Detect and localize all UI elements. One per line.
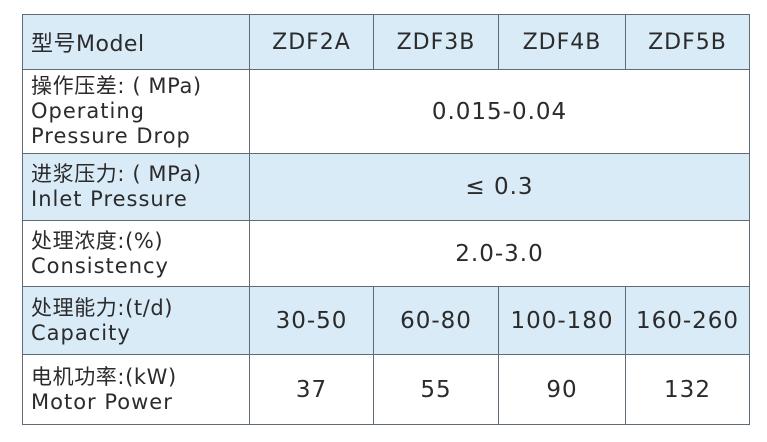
capacity-label: 处理能力:(t/d) Capacity xyxy=(22,286,250,355)
model-zdf2a: ZDF2A xyxy=(249,14,374,70)
header-row: 型号Model ZDF2A ZDF3B ZDF4B ZDF5B xyxy=(22,14,750,70)
inlet-pressure-zh: 进浆压力: ( MPa) xyxy=(31,162,202,186)
inlet-pressure-en: Inlet Pressure xyxy=(31,187,188,211)
capacity-zdf4b: 100-180 xyxy=(498,286,626,355)
operating-pressure-drop-zh: 操作压差: ( MPa) xyxy=(31,74,202,98)
motor-power-zdf4b: 90 xyxy=(498,354,626,425)
capacity-zh: 处理能力:(t/d) xyxy=(31,295,174,320)
consistency-label: 处理浓度:(%) Consistency xyxy=(22,220,250,287)
operating-pressure-drop-label: 操作压差: ( MPa) Operating Pressure Drop xyxy=(22,69,250,154)
motor-power-label: 电机功率:(kW) Motor Power xyxy=(22,354,250,425)
consistency-en: Consistency xyxy=(31,253,169,278)
motor-power-zdf5b: 132 xyxy=(625,354,750,425)
operating-pressure-drop-en2: Pressure Drop xyxy=(31,124,191,148)
motor-power-zh: 电机功率:(kW) xyxy=(31,364,177,389)
motor-power-en: Motor Power xyxy=(31,389,173,414)
row-consistency: 处理浓度:(%) Consistency 2.0-3.0 xyxy=(22,220,750,287)
row-motor-power: 电机功率:(kW) Motor Power 37 55 90 132 xyxy=(22,354,750,425)
inlet-pressure-label: 进浆压力: ( MPa) Inlet Pressure xyxy=(22,153,250,221)
consistency-zh: 处理浓度:(%) xyxy=(31,228,164,253)
capacity-zdf2a: 30-50 xyxy=(249,286,374,355)
inlet-pressure-value: ≤ 0.3 xyxy=(249,153,750,221)
row-inlet-pressure: 进浆压力: ( MPa) Inlet Pressure ≤ 0.3 xyxy=(22,153,750,221)
capacity-zdf5b: 160-260 xyxy=(625,286,750,355)
capacity-en: Capacity xyxy=(31,320,131,345)
motor-power-zdf2a: 37 xyxy=(249,354,374,425)
row-capacity: 处理能力:(t/d) Capacity 30-50 60-80 100-180 … xyxy=(22,286,750,355)
model-header-label: 型号Model xyxy=(22,14,250,70)
capacity-zdf3b: 60-80 xyxy=(373,286,499,355)
motor-power-zdf3b: 55 xyxy=(373,354,499,425)
row-operating-pressure-drop: 操作压差: ( MPa) Operating Pressure Drop 0.0… xyxy=(22,69,750,154)
operating-pressure-drop-en1: Operating xyxy=(31,99,145,123)
model-zdf5b: ZDF5B xyxy=(625,14,750,70)
consistency-value: 2.0-3.0 xyxy=(249,220,750,287)
model-zdf3b: ZDF3B xyxy=(373,14,499,70)
spec-table: 型号Model ZDF2A ZDF3B ZDF4B ZDF5B 操作压差: ( … xyxy=(22,14,750,425)
operating-pressure-drop-value: 0.015-0.04 xyxy=(249,69,750,154)
model-zdf4b: ZDF4B xyxy=(498,14,626,70)
